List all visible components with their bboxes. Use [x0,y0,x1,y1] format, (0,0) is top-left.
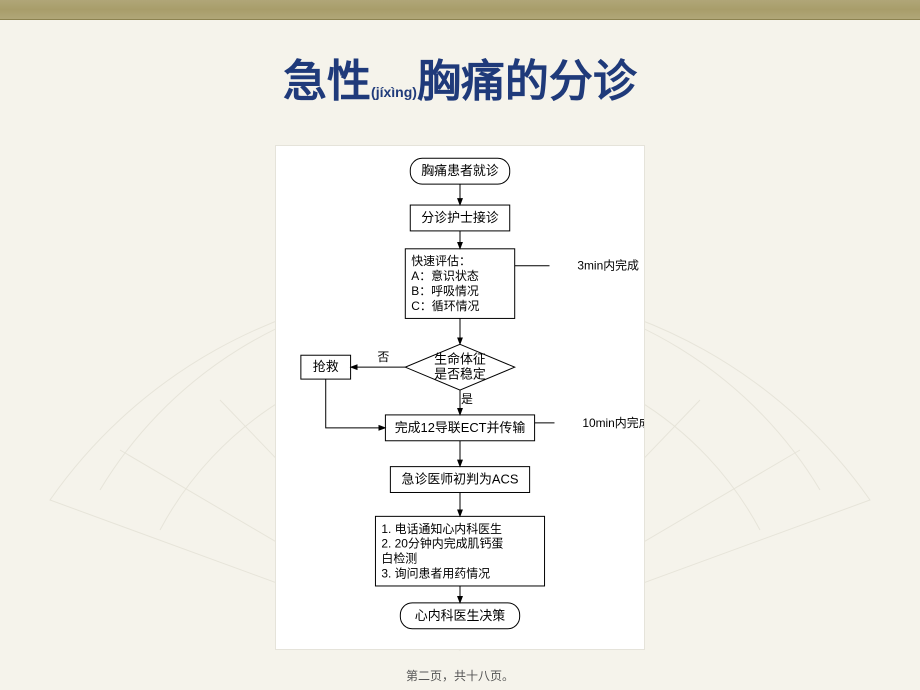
title-part1: 急性 [283,57,371,106]
node-note3: 3min内完成 [577,259,639,273]
svg-text:急诊医师初判为ACS: 急诊医师初判为ACS [402,472,519,487]
svg-text:1. 电话通知心内科医生: 1. 电话通知心内科医生 [381,522,502,536]
svg-text:是否稳定: 是否稳定 [434,367,486,382]
svg-text:C：循环情况: C：循环情况 [411,299,479,313]
node-rescue: 抢救 [301,355,351,379]
svg-text:2. 20分钟内完成肌钙蛋: 2. 20分钟内完成肌钙蛋 [381,537,503,551]
edge-4 [326,379,386,428]
svg-text:胸痛患者就诊: 胸痛患者就诊 [421,163,499,178]
node-start: 胸痛患者就诊 [410,158,509,184]
node-note10: 10min内完成 [582,416,644,430]
svg-text:A：意识状态: A：意识状态 [411,269,479,283]
svg-text:白检测: 白检测 [381,552,417,566]
node-triage: 分诊护士接诊 [410,205,509,231]
node-ect: 完成12导联ECT并传输 [385,415,534,441]
node-vitals: 生命体征是否稳定 [405,344,514,390]
svg-text:是: 是 [461,392,473,406]
page-title: 急性(jíxìng)胸痛的分诊 [0,45,920,109]
top-bar [0,0,920,20]
node-actions: 1. 电话通知心内科医生2. 20分钟内完成肌钙蛋白检测3. 询问患者用药情况 [375,516,544,586]
svg-text:10min内完成: 10min内完成 [582,416,644,430]
node-end: 心内科医生决策 [400,603,519,629]
svg-text:B：呼吸情况: B：呼吸情况 [411,284,479,298]
svg-text:生命体征: 生命体征 [434,352,486,367]
node-acs: 急诊医师初判为ACS [390,467,529,493]
svg-text:3min内完成: 3min内完成 [577,259,639,273]
title-pinyin: (jíxìng) [371,84,417,100]
flowchart-container: 胸痛患者就诊分诊护士接诊快速评估：A：意识状态B：呼吸情况C：循环情况 3min内… [275,145,645,650]
title-part2: 胸痛的分诊 [417,57,637,106]
footer-text: 第二页，共十八页。 [0,667,920,684]
flowchart-svg: 胸痛患者就诊分诊护士接诊快速评估：A：意识状态B：呼吸情况C：循环情况 3min内… [276,146,644,649]
svg-text:3. 询问患者用药情况: 3. 询问患者用药情况 [381,567,490,581]
svg-text:抢救: 抢救 [313,359,339,374]
svg-text:分诊护士接诊: 分诊护士接诊 [421,210,499,225]
svg-text:心内科医生决策: 心内科医生决策 [415,608,505,623]
node-assess: 快速评估：A：意识状态B：呼吸情况C：循环情况 [405,249,514,319]
svg-text:完成12导联ECT并传输: 完成12导联ECT并传输 [395,420,526,435]
svg-text:否: 否 [377,350,389,364]
svg-text:快速评估：: 快速评估： [411,254,471,268]
